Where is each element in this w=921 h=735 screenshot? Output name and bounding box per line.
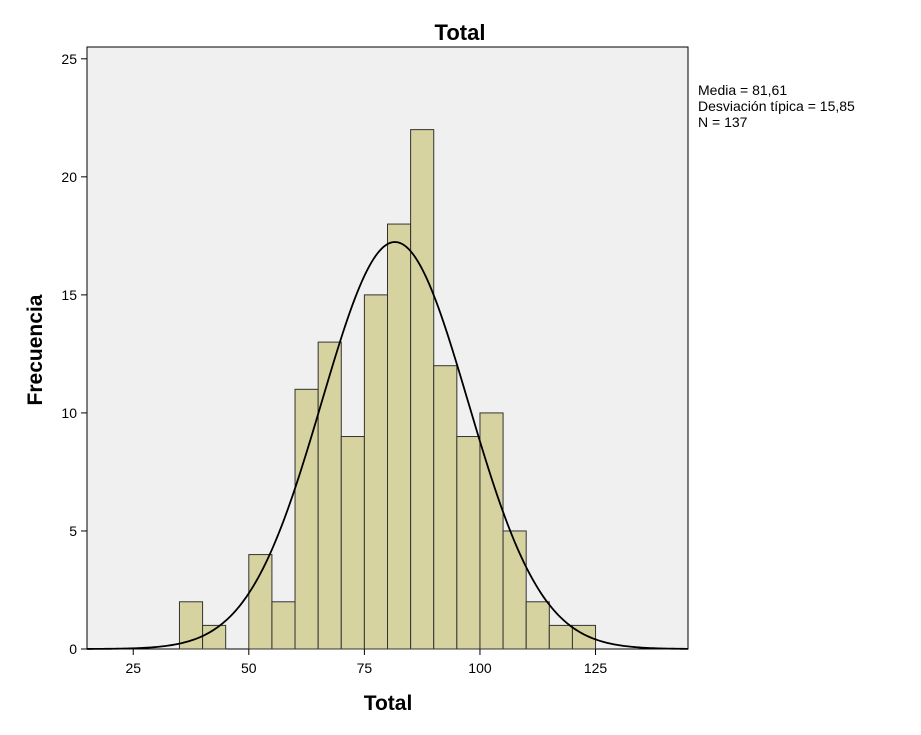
y-tick-label: 20 (61, 169, 77, 185)
y-axis: 0 5 10 15 20 25 (61, 51, 87, 657)
stat-n: N = 137 (698, 114, 748, 130)
histogram-bar (525, 601, 550, 650)
histogram-bar (502, 530, 527, 650)
x-tick-label: 125 (584, 660, 608, 676)
x-tick-label: 50 (241, 660, 257, 676)
histogram-bar (271, 601, 296, 650)
x-tick-label: 75 (357, 660, 373, 676)
x-axis-label: Total (364, 692, 413, 715)
histogram-bar (479, 412, 504, 650)
histogram-bar (248, 554, 273, 650)
histogram-bar (548, 624, 573, 650)
y-tick-label: 0 (69, 641, 77, 657)
x-tick-label: 100 (468, 660, 492, 676)
y-tick-label: 10 (61, 405, 77, 421)
histogram-bar (410, 129, 435, 650)
x-tick-label: 25 (125, 660, 141, 676)
histogram-bar (456, 436, 481, 650)
chart-title: Total (435, 20, 486, 45)
y-tick-label: 15 (61, 287, 77, 303)
histogram-bar (363, 294, 388, 650)
stats-box: Media = 81,61 Desviación típica = 15,85 … (698, 82, 855, 130)
y-axis-label: Frecuencia (24, 294, 47, 405)
y-tick-label: 25 (61, 51, 77, 67)
histogram-bar (387, 223, 412, 650)
histogram-bar (433, 365, 458, 650)
histogram-bar (317, 341, 342, 650)
y-tick-label: 5 (69, 523, 77, 539)
normal-curve (86, 241, 689, 650)
histogram-bar (202, 624, 227, 650)
stat-sd: Desviación típica = 15,85 (698, 98, 855, 114)
bars-group (178, 129, 597, 650)
histogram-bar (340, 436, 365, 650)
stat-mean: Media = 81,61 (698, 82, 787, 98)
x-axis: 25 50 75 100 125 (125, 649, 607, 676)
